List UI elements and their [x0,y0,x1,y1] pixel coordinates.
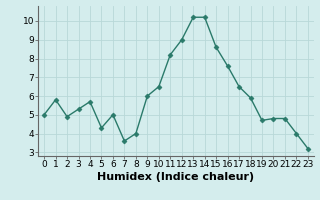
X-axis label: Humidex (Indice chaleur): Humidex (Indice chaleur) [97,172,255,182]
